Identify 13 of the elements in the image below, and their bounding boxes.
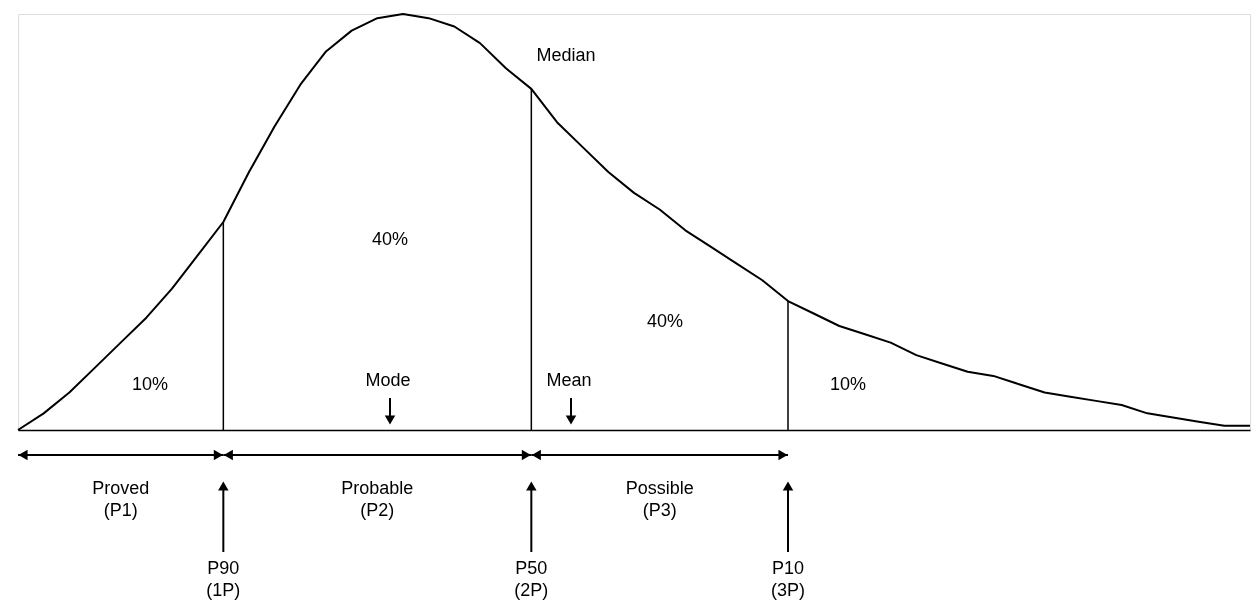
annotation: Median	[536, 45, 596, 65]
annotation: 40%	[646, 311, 684, 331]
annotation: 10%	[829, 374, 867, 394]
x-tick-label: P50 (2P)	[514, 558, 549, 600]
x-tick-label: P10 (3P)	[770, 558, 806, 600]
annotation: 40%	[371, 229, 409, 249]
text: Proved (P1)	[92, 478, 150, 520]
x-tick-label: P90 (1P)	[206, 558, 241, 600]
text: Possible (P3)	[625, 478, 694, 520]
text: Probable (P2)	[341, 478, 414, 520]
annotation: Mean	[546, 370, 592, 390]
annotation: Mode	[365, 370, 411, 390]
annotation: 10%	[131, 374, 169, 394]
